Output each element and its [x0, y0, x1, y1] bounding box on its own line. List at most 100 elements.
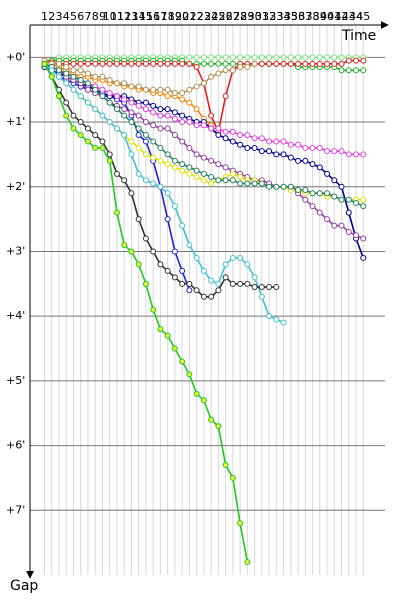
data-point: [171, 115, 178, 122]
data-point: [309, 54, 316, 61]
data-point: [186, 280, 193, 287]
data-point: [280, 151, 287, 158]
data-point: [200, 60, 207, 67]
data-point: [287, 183, 294, 190]
x-tick-label: 42: [335, 10, 349, 23]
data-point: [157, 144, 164, 151]
data-point: [106, 77, 113, 83]
data-point: [215, 70, 222, 77]
x-tick-label: 8: [92, 10, 99, 23]
data-point: [121, 132, 128, 138]
data-point: [360, 57, 367, 64]
data-point: [266, 60, 273, 67]
data-point: [229, 170, 236, 177]
data-point: [280, 138, 287, 145]
data-point: [360, 151, 367, 158]
data-point: [77, 93, 84, 100]
data-point: [121, 177, 128, 184]
data-point: [200, 293, 207, 300]
x-tick-label: 22: [190, 10, 204, 23]
data-point: [121, 60, 128, 67]
data-point: [222, 67, 229, 74]
data-point: [128, 99, 135, 106]
data-point: [63, 70, 70, 77]
data-point: [229, 60, 236, 67]
data-point: [179, 161, 186, 168]
data-point: [208, 180, 215, 187]
data-point: [222, 274, 229, 281]
data-point: [121, 96, 128, 103]
data-point: [99, 60, 106, 67]
data-point: [135, 83, 142, 90]
data-point: [295, 54, 302, 61]
data-point: [157, 125, 164, 132]
data-point: [251, 144, 258, 151]
data-point: [229, 54, 236, 61]
x-tick-label: 25: [211, 10, 225, 23]
data-point: [157, 157, 164, 164]
data-point: [55, 93, 62, 100]
data-point: [77, 60, 84, 67]
data-point: [266, 183, 273, 190]
data-point: [316, 164, 323, 171]
series-line: [43, 63, 284, 324]
x-tick-label: 9: [99, 10, 106, 23]
data-point: [106, 151, 113, 158]
data-point: [179, 167, 186, 174]
data-point: [331, 222, 338, 229]
x-tick-label: 17: [153, 10, 167, 23]
x-tick-label: 24: [204, 10, 218, 23]
data-point: [171, 248, 178, 255]
data-point: [186, 242, 193, 248]
data-point: [41, 60, 48, 67]
data-point: [157, 112, 164, 119]
data-point: [295, 60, 302, 67]
data-point: [338, 148, 345, 155]
data-point: [164, 106, 171, 113]
data-point: [99, 73, 106, 80]
data-point: [142, 60, 149, 67]
data-point: [193, 106, 200, 113]
series-group: [41, 54, 367, 566]
data-point: [193, 287, 200, 294]
data-point: [360, 235, 367, 242]
data-point: [309, 190, 316, 197]
data-point: [164, 60, 171, 67]
data-point: [237, 180, 244, 187]
data-point: [266, 148, 273, 155]
x-tick-label: 30: [248, 10, 262, 23]
y-tick-label: +7': [6, 503, 25, 516]
data-point: [222, 462, 229, 468]
data-point: [273, 316, 280, 323]
y-tick-label: +3': [6, 244, 25, 257]
data-point: [237, 64, 244, 71]
data-point: [215, 132, 222, 138]
data-point: [171, 164, 178, 171]
data-point: [345, 209, 352, 216]
data-point: [193, 64, 200, 71]
data-point: [302, 54, 309, 61]
data-point: [142, 119, 149, 126]
data-point: [84, 86, 91, 93]
data-point: [113, 170, 120, 177]
data-point: [222, 164, 229, 171]
data-point: [345, 151, 352, 158]
data-point: [222, 261, 229, 268]
data-point: [302, 157, 309, 164]
y-axis-label: Gap: [10, 578, 38, 594]
data-point: [208, 293, 215, 300]
x-tick-label: 18: [161, 10, 175, 23]
data-point: [142, 280, 149, 287]
data-point: [70, 112, 77, 119]
data-point: [193, 151, 200, 158]
data-point: [164, 161, 171, 168]
data-point: [113, 80, 120, 87]
data-point: [309, 144, 316, 151]
data-point: [70, 73, 77, 80]
data-point: [164, 216, 171, 223]
x-tick-label: 21: [182, 10, 196, 23]
data-point: [309, 161, 316, 168]
data-point: [135, 144, 142, 151]
data-point: [121, 80, 128, 87]
data-point: [99, 138, 106, 145]
